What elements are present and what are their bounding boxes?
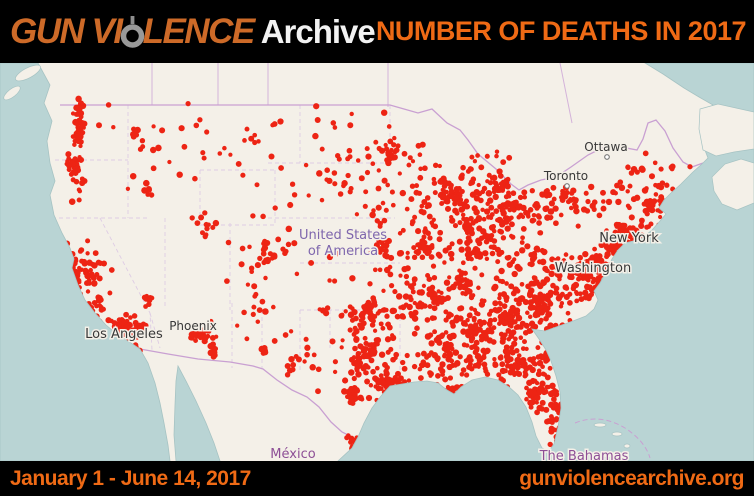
label-bahamas: The Bahamas <box>539 449 629 461</box>
mexico-border <box>139 348 353 438</box>
gva-logo: GUN VI LENCE Archive <box>10 11 376 52</box>
website-label: gunviolencearchive.org <box>519 466 744 490</box>
label-phoenix: Phoenix <box>169 319 217 333</box>
toronto-town-marker <box>564 183 570 189</box>
label-united-states-line2: of America <box>308 244 378 259</box>
bahamas-island-3 <box>623 443 631 449</box>
map-labels: United States of America México The Baha… <box>84 139 661 462</box>
label-mexico: México <box>270 447 315 461</box>
ottawa-town-marker <box>604 154 610 160</box>
logo-text-lence: LENCE <box>142 11 256 51</box>
bahamas-island-4 <box>600 452 616 458</box>
label-ottawa: Ottawa <box>584 140 627 154</box>
bahamas-boundary <box>574 418 651 459</box>
ring-o-icon <box>120 15 144 48</box>
logo-text-archive: Archive <box>260 12 376 50</box>
vancouver-island <box>15 64 41 82</box>
label-new-york: New York <box>599 231 659 246</box>
atlantic-and-gulf <box>337 63 754 461</box>
date-range-label: January 1 - June 14, 2017 <box>10 466 251 490</box>
label-washington: Washington <box>555 261 631 276</box>
footer-bar: January 1 - June 14, 2017 gunviolencearc… <box>0 461 754 496</box>
page-title: NUMBER OF DEATHS IN 2017 <box>375 16 747 46</box>
pacific-ocean <box>0 63 171 461</box>
logo-text-gun-vi: GUN VI <box>10 11 123 51</box>
province-borders <box>151 63 573 124</box>
bahamas-island-1 <box>593 422 607 428</box>
state-borders <box>52 105 401 373</box>
country-borders <box>60 104 704 438</box>
nova-scotia-landmass <box>711 158 754 211</box>
label-los-angeles: Los Angeles <box>85 327 163 342</box>
map-container[interactable]: United States of America México The Baha… <box>0 63 754 461</box>
label-united-states-line1: United States <box>299 228 387 243</box>
us-map-canvas[interactable]: United States of America México The Baha… <box>0 63 754 461</box>
label-toronto: Toronto <box>543 169 588 183</box>
vancouver-island-2 <box>3 85 21 101</box>
new-brunswick-landmass <box>698 103 754 157</box>
header-bar: GUN VI LENCE Archive NUMBER OF DEATHS IN… <box>0 0 754 63</box>
coast-decorations <box>3 64 754 458</box>
bahamas-island-2 <box>611 431 623 437</box>
canada-border <box>60 104 704 191</box>
water-layer <box>0 63 754 461</box>
gulf-of-california <box>173 364 221 461</box>
